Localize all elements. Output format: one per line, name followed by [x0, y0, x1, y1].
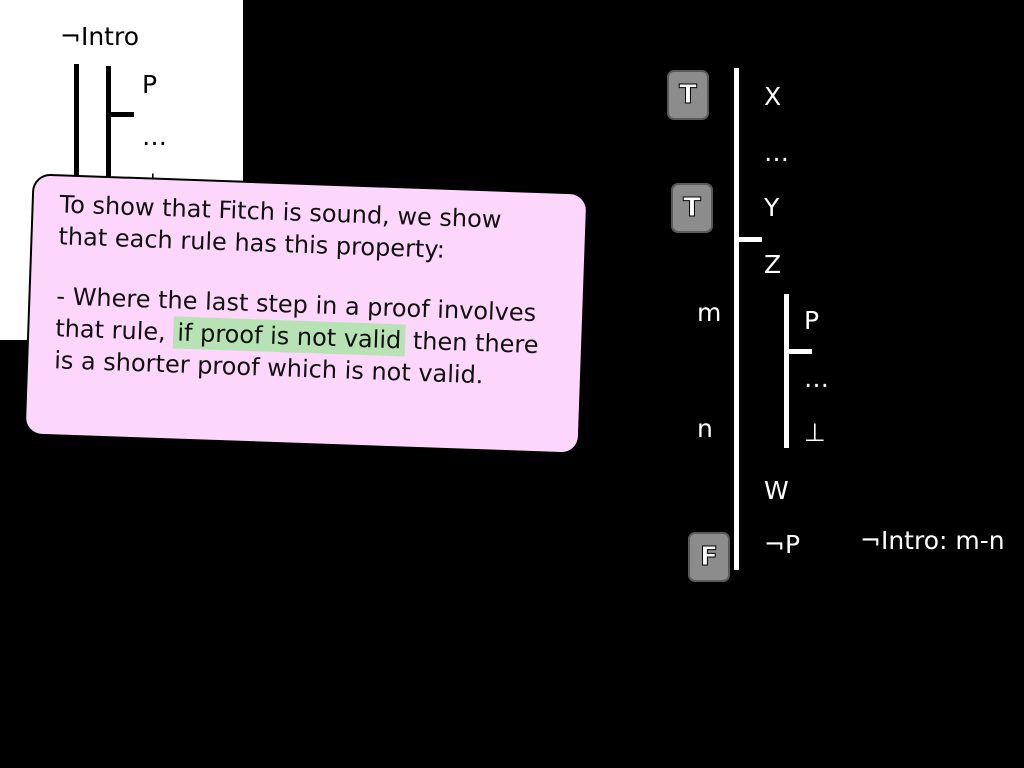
rule-assumption: P [142, 70, 158, 99]
proof-dots-sub: … [804, 364, 829, 393]
proof-bottom: ⊥ [804, 418, 826, 447]
truth-badge-negp: F [688, 532, 730, 582]
proof-z: Z [764, 250, 782, 279]
truth-badge-y: T [671, 183, 713, 233]
proof-y: Y [764, 193, 780, 222]
callout-intro: To show that Fitch is sound, we show tha… [58, 188, 570, 270]
truth-badge-x: T [667, 70, 709, 120]
inner-scope-line [106, 66, 111, 192]
proof-p: P [804, 306, 820, 335]
soundness-callout: To show that Fitch is sound, we show tha… [25, 175, 587, 453]
sub-scope-line [784, 294, 789, 448]
assumption-bar [108, 112, 134, 117]
main-scope-line [734, 68, 739, 570]
line-label-n: n [697, 414, 713, 443]
line-label-m: m [697, 298, 722, 327]
rule-dots-1: … [142, 122, 167, 151]
proof-negp: ¬P [764, 530, 801, 559]
rule-title: ¬Intro [60, 22, 139, 51]
proof-x: X [764, 82, 782, 111]
proof-justification: ¬Intro: m-n [860, 526, 1005, 555]
main-premise-bar [736, 237, 762, 242]
proof-w: W [764, 476, 789, 505]
callout-property: - Where the last step in a proof involve… [54, 280, 567, 394]
callout-highlight: if proof is not valid [172, 316, 406, 357]
sub-assumption-bar [786, 349, 812, 354]
proof-dots-top: … [764, 138, 789, 167]
